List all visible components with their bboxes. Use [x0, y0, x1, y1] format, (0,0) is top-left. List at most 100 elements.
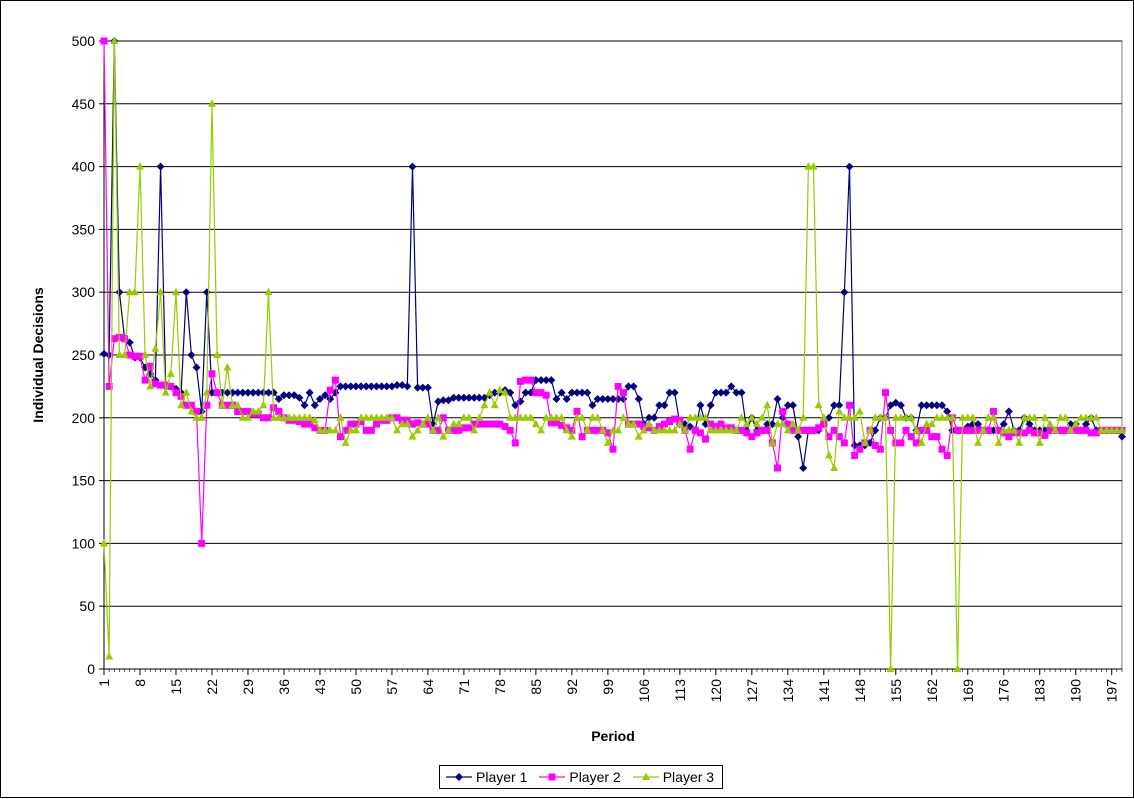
- data-point-triangle: [213, 350, 222, 358]
- data-point-square: [208, 370, 216, 378]
- data-point-diamond: [650, 413, 659, 422]
- data-point-triangle: [567, 432, 576, 440]
- data-point-diamond: [938, 401, 947, 410]
- data-point-square: [933, 433, 941, 441]
- data-point-diamond: [696, 401, 705, 410]
- data-point-triangle: [758, 413, 767, 421]
- data-point-diamond: [711, 388, 720, 397]
- data-point-triangle: [804, 162, 813, 170]
- data-point-triangle: [1020, 413, 1029, 421]
- data-point-square: [100, 37, 108, 45]
- data-point-square: [799, 426, 807, 434]
- data-point-diamond: [223, 388, 232, 397]
- data-point-square: [691, 426, 699, 434]
- data-point-triangle: [146, 381, 155, 390]
- y-tick-label: 50: [79, 598, 95, 614]
- data-point-triangle: [1076, 413, 1085, 421]
- data-point-diamond: [274, 394, 283, 403]
- data-point-triangle: [125, 287, 134, 296]
- data-point-triangle: [809, 162, 818, 170]
- data-point-triangle: [444, 425, 453, 434]
- x-tick-label: 134: [780, 679, 796, 703]
- data-point-square: [887, 426, 895, 434]
- data-point-diamond: [182, 288, 191, 297]
- data-point-square: [552, 419, 560, 427]
- data-point-diamond: [567, 388, 576, 397]
- data-point-square: [172, 389, 180, 397]
- data-point-triangle: [855, 407, 864, 415]
- data-point-square: [686, 445, 694, 453]
- data-point-square: [804, 426, 812, 434]
- data-point-triangle: [321, 425, 330, 434]
- data-point-square: [1092, 429, 1100, 437]
- data-point-diamond: [187, 351, 196, 359]
- data-point-square: [974, 426, 982, 434]
- data-point-square: [501, 423, 509, 431]
- data-point-square: [1082, 426, 1090, 434]
- data-point-triangle: [696, 413, 705, 421]
- data-point-triangle: [326, 425, 335, 434]
- data-point-diamond: [192, 363, 201, 372]
- data-point-triangle: [552, 413, 561, 421]
- data-point-diamond: [413, 383, 422, 392]
- data-point-square: [265, 414, 273, 422]
- data-point-square: [213, 389, 221, 397]
- data-point-square: [989, 408, 997, 416]
- data-point-diamond: [573, 388, 582, 397]
- data-point-square: [851, 451, 859, 459]
- x-tick-label: 162: [924, 679, 940, 703]
- data-point-square: [594, 426, 602, 434]
- data-point-square: [506, 426, 514, 434]
- x-tick-label: 106: [636, 679, 652, 703]
- data-point-diamond: [351, 382, 360, 391]
- x-tick-label: 113: [672, 679, 688, 702]
- data-point-diamond: [542, 376, 551, 385]
- data-point-square: [578, 433, 586, 441]
- axes: 0 50 100 150 200 250 300 350 400 450 500 1 8 15 22 29 36…: [72, 33, 1123, 703]
- x-tick-label: 190: [1068, 679, 1084, 703]
- data-point-diamond: [799, 464, 808, 473]
- data-point-triangle: [141, 350, 150, 358]
- data-point-triangle: [1097, 425, 1106, 434]
- data-point-square: [840, 439, 848, 447]
- data-point-triangle: [1102, 425, 1111, 434]
- data-point-square: [835, 433, 843, 441]
- data-point-triangle: [547, 413, 556, 421]
- data-point-square: [105, 382, 113, 390]
- data-point-triangle: [238, 413, 247, 421]
- data-point-diamond: [922, 401, 931, 410]
- data-point-square: [434, 426, 442, 434]
- data-point-diamond: [1004, 407, 1013, 416]
- data-point-square: [301, 420, 309, 428]
- data-point-diamond: [372, 382, 381, 391]
- y-tick-label: 250: [72, 347, 96, 363]
- x-tick-label: 99: [600, 679, 616, 695]
- data-point-triangle: [423, 413, 432, 421]
- x-tick-label: 92: [564, 679, 580, 695]
- data-point-square: [131, 352, 139, 360]
- data-point-triangle: [891, 413, 900, 421]
- data-point-diamond: [269, 388, 278, 397]
- data-point-triangle: [686, 413, 695, 421]
- data-point-triangle: [562, 425, 571, 434]
- data-point-triangle: [999, 425, 1008, 434]
- data-point-diamond: [794, 432, 803, 441]
- data-point-triangle: [641, 772, 650, 780]
- data-point-square: [450, 426, 458, 434]
- data-point-triangle: [171, 287, 180, 296]
- data-point-triangle: [675, 419, 684, 428]
- y-tick-label: 350: [72, 221, 96, 237]
- data-point-triangle: [727, 425, 736, 434]
- data-point-diamond: [357, 382, 366, 391]
- data-point-square: [193, 408, 201, 416]
- data-point-diamond: [326, 394, 335, 403]
- data-point-triangle: [156, 287, 165, 296]
- data-point-triangle: [938, 413, 947, 421]
- legend-label: Player 2: [569, 769, 621, 785]
- data-point-triangle: [639, 425, 648, 434]
- data-point-triangle: [413, 425, 422, 434]
- data-point-square: [167, 382, 175, 390]
- data-point-diamond: [125, 338, 134, 347]
- data-point-diamond: [341, 382, 350, 391]
- data-point-square: [465, 424, 473, 432]
